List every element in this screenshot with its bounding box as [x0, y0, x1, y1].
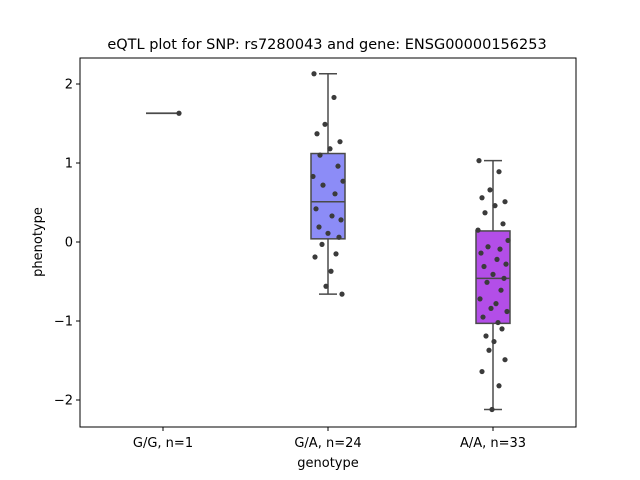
data-point	[486, 347, 492, 353]
y-tick-label: 2	[65, 78, 73, 93]
data-point	[336, 234, 342, 240]
data-point	[494, 256, 500, 262]
data-point	[335, 163, 341, 169]
data-point	[340, 178, 346, 184]
box-group	[475, 158, 511, 413]
data-point	[489, 406, 495, 413]
y-axis: 2 1 0 −1 −2	[54, 78, 80, 409]
y-tick-label: −1	[54, 315, 73, 330]
data-point	[496, 169, 502, 175]
data-point	[499, 326, 505, 332]
x-tick-label: A/A, n=33	[460, 436, 526, 451]
x-axis-label: genotype	[297, 456, 358, 471]
data-point	[331, 94, 337, 101]
data-point	[495, 319, 501, 326]
data-point	[322, 121, 328, 127]
x-tick-label: G/A, n=24	[294, 436, 361, 451]
data-point	[478, 250, 484, 256]
y-tick-label: 1	[65, 157, 73, 172]
x-tick-label: G/G, n=1	[133, 436, 193, 451]
data-point	[312, 254, 318, 260]
data-point	[479, 195, 485, 201]
data-point	[482, 210, 488, 216]
data-point	[317, 152, 323, 158]
data-point	[490, 271, 496, 277]
data-point	[497, 246, 503, 252]
data-point	[327, 146, 333, 152]
data-point	[493, 301, 499, 307]
data-point	[480, 314, 486, 320]
data-point	[479, 368, 485, 375]
data-point	[481, 263, 487, 270]
data-point	[319, 241, 325, 247]
box-group	[146, 110, 182, 116]
data-point	[475, 227, 481, 233]
data-point	[329, 213, 335, 219]
data-point	[476, 158, 482, 164]
data-point	[502, 357, 508, 363]
box-group	[310, 71, 346, 297]
y-tick-label: 0	[65, 236, 73, 251]
data-point	[484, 279, 490, 285]
data-point	[488, 305, 494, 311]
data-point	[504, 308, 510, 315]
data-point	[328, 268, 334, 274]
data-point	[323, 283, 329, 289]
data-point	[333, 251, 339, 257]
data-point	[498, 287, 504, 293]
y-axis-label: phenotype	[31, 207, 46, 277]
data-point	[314, 131, 320, 137]
data-point	[483, 333, 489, 339]
data-point	[501, 275, 507, 281]
data-point	[310, 173, 316, 180]
data-point	[477, 296, 483, 302]
plot-area	[146, 71, 511, 413]
data-point	[338, 217, 344, 223]
data-point	[320, 182, 326, 188]
data-point	[496, 383, 502, 389]
data-point	[332, 191, 338, 197]
data-point	[502, 199, 508, 205]
data-point	[503, 261, 509, 267]
data-point	[311, 71, 317, 77]
data-point	[491, 338, 497, 345]
data-point	[500, 221, 506, 227]
data-point	[339, 291, 345, 297]
data-point	[485, 244, 491, 250]
data-point	[176, 110, 182, 116]
x-axis: G/G, n=1 G/A, n=24 A/A, n=33	[133, 427, 526, 451]
chart-title: eQTL plot for SNP: rs7280043 and gene: E…	[107, 37, 546, 53]
data-point	[505, 237, 511, 244]
y-tick-label: −2	[54, 394, 73, 409]
data-point	[492, 203, 498, 209]
data-point	[337, 139, 343, 145]
data-point	[487, 187, 493, 193]
data-point	[313, 206, 319, 212]
data-point	[316, 224, 322, 230]
data-point	[325, 230, 331, 236]
